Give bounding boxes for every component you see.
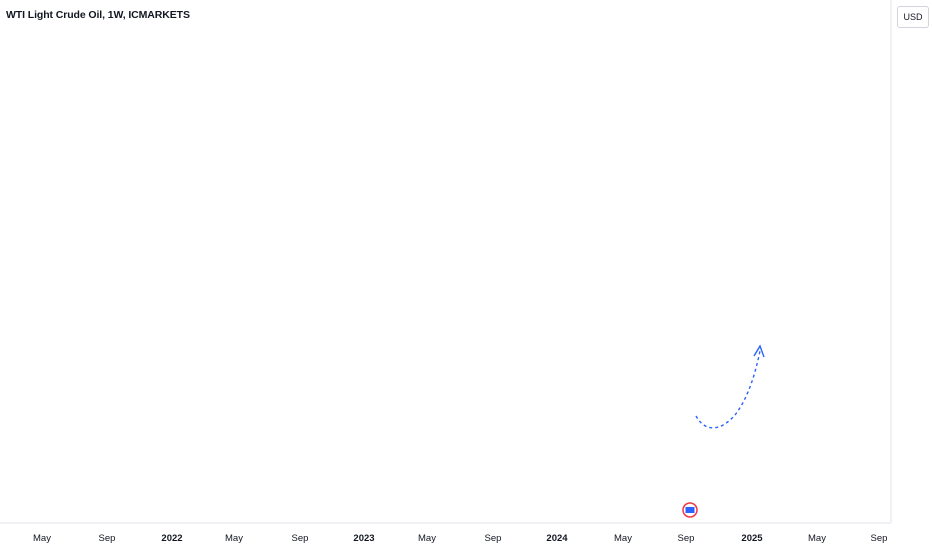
projection-path xyxy=(695,350,761,429)
currency-selector[interactable]: USD xyxy=(897,6,929,28)
event-flag-icon[interactable] xyxy=(682,502,698,518)
chart-title: WTI Light Crude Oil, 1W, ICMARKETS xyxy=(6,9,190,21)
time-tick-label: May xyxy=(614,533,632,544)
time-axis: May Sep 2022 May Sep 2023 May Sep 2024 May Sep 2025… xyxy=(0,502,891,544)
time-tick-label: Sep xyxy=(871,533,888,544)
time-tick-label: May xyxy=(418,533,436,544)
time-tick-label: May xyxy=(33,533,51,544)
time-tick-label: 2024 xyxy=(546,533,568,544)
time-tick-label: May xyxy=(225,533,243,544)
annotation-layer xyxy=(695,344,765,429)
time-tick-label: Sep xyxy=(99,533,116,544)
time-tick-label: 2025 xyxy=(741,533,763,544)
price-axis: 130.00120.00112.00104.0096.0088.5082.507… xyxy=(890,0,892,523)
time-tick-label: May xyxy=(808,533,826,544)
time-tick-label: Sep xyxy=(678,533,695,544)
time-tick-label: Sep xyxy=(292,533,309,544)
time-tick-label: 2023 xyxy=(353,533,374,544)
projection-arrow-icon xyxy=(753,344,765,358)
time-tick-label: Sep xyxy=(485,533,502,544)
time-tick-label: 2022 xyxy=(161,533,182,544)
